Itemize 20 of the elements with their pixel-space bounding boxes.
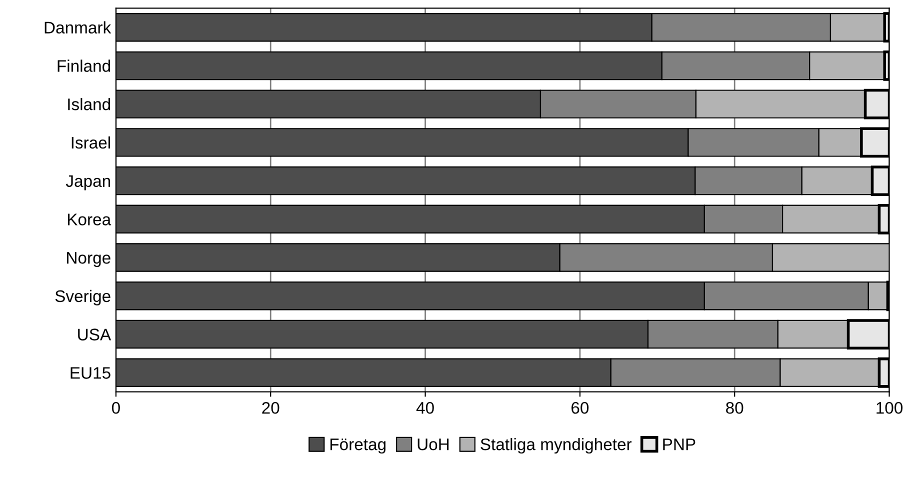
x-tick-label: 100 [876, 402, 903, 414]
y-tick-label: Danmark [44, 21, 112, 34]
x-tick-label: 40 [416, 402, 434, 414]
x-tick-label: 80 [726, 402, 744, 414]
legend-label: Företag [330, 438, 386, 454]
y-tick-label: Norge [67, 252, 110, 268]
y-tick-label: Island [68, 98, 110, 110]
y-tick-label: Korea [68, 214, 112, 226]
y-tick-label: Japan [66, 175, 110, 190]
x-tick-label: 20 [262, 402, 280, 414]
x-tick-label: 60 [572, 402, 589, 414]
legend-label: UoH [418, 438, 449, 450]
y-tick-label: Sverige [55, 290, 110, 306]
y-tick-label: EU15 [70, 367, 110, 379]
legend-label: Statliga myndigheter [480, 438, 632, 454]
y-tick-label: Israel [72, 136, 110, 149]
x-tick-label: 0 [112, 402, 120, 414]
y-tick-label: Finland [58, 60, 110, 72]
y-tick-label: USA [78, 328, 112, 340]
legend-label: PNP [663, 438, 696, 450]
